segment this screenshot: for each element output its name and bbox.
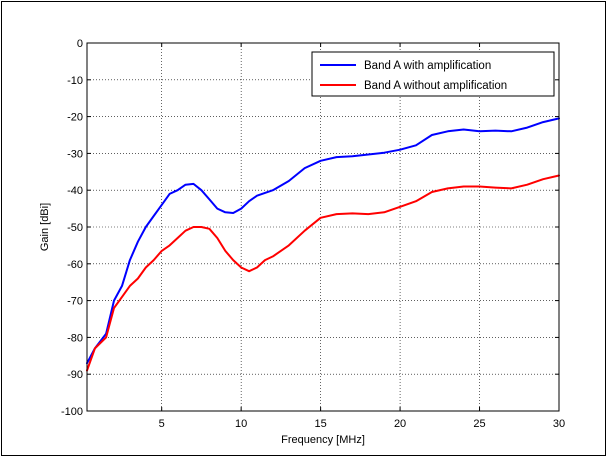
legend-box xyxy=(311,51,555,97)
y-tick-label: 0 xyxy=(77,38,83,50)
y-tick-labels: 0 -10 -20 -30 -40 -50 -60 -70 -80 -90 -100 xyxy=(61,38,83,418)
x-tick-label: 30 xyxy=(553,418,565,430)
y-tick-label: -70 xyxy=(67,296,83,308)
series-line-1 xyxy=(86,174,560,372)
x-tick-labels: 5 10 15 20 25 30 xyxy=(159,418,565,430)
legend: Band A with amplification Band A without… xyxy=(311,51,555,97)
y-tick-label: -20 xyxy=(67,112,83,124)
series-layer xyxy=(86,117,560,372)
plot-border xyxy=(86,42,560,412)
y-tick-label: -100 xyxy=(61,406,83,418)
x-tick-label: 20 xyxy=(394,418,406,430)
x-axis-label: Frequency [MHz] xyxy=(281,434,365,446)
x-tick-label: 15 xyxy=(314,418,326,430)
legend-label-with-amplification: Band A with amplification xyxy=(364,60,491,72)
legend-label-without-amplification: Band A without amplification xyxy=(364,80,507,92)
x-tick-label: 5 xyxy=(159,418,165,430)
series-line-0 xyxy=(86,117,560,365)
grid-lines xyxy=(87,43,559,411)
tick-marks xyxy=(87,42,560,412)
x-tick-label: 25 xyxy=(473,418,485,430)
y-axis-label: Gain [dBi] xyxy=(39,203,51,251)
y-tick-label: -60 xyxy=(67,259,83,271)
y-tick-label: -80 xyxy=(67,332,83,344)
y-tick-label: -30 xyxy=(67,148,83,160)
y-tick-label: -10 xyxy=(67,75,83,87)
y-tick-label: -50 xyxy=(67,222,83,234)
x-tick-label: 10 xyxy=(235,418,247,430)
y-tick-label: -40 xyxy=(67,185,83,197)
y-tick-label: -90 xyxy=(67,369,83,381)
